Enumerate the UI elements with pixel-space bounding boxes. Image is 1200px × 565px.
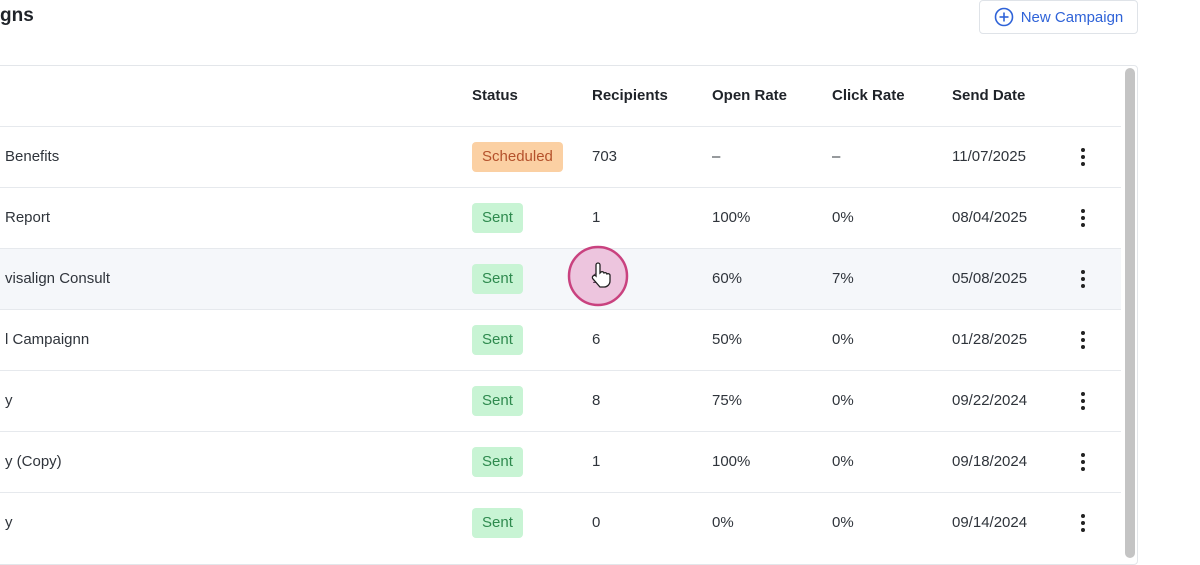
- row-menu[interactable]: [1071, 450, 1095, 474]
- cell-value: 75%: [712, 392, 743, 409]
- table-row[interactable]: y Sent 0 0% 0% 09/14/2024: [0, 492, 1121, 553]
- row-menu[interactable]: [1071, 511, 1095, 535]
- row-menu[interactable]: [1071, 206, 1095, 230]
- campaign-name: Benefits: [5, 148, 60, 165]
- cell-value: –: [712, 148, 721, 165]
- cell-value: 11/07/2025: [952, 148, 1026, 165]
- cell-value: 0%: [832, 331, 854, 348]
- campaign-name: visalign Consult: [5, 270, 111, 287]
- cell-value: 6: [592, 331, 601, 348]
- campaign-table: Status Recipients Open Rate Click Rate Send …: [0, 65, 1138, 565]
- campaign-name: l Campaignn: [5, 331, 90, 348]
- row-menu[interactable]: [1071, 389, 1095, 413]
- campaign-name: y (Copy): [5, 453, 62, 470]
- row-menu[interactable]: [1071, 145, 1095, 169]
- button-label: New Campaign: [1020, 8, 1124, 26]
- cell-value: 100%: [712, 209, 751, 226]
- cell-value: 100%: [712, 453, 751, 470]
- table-row[interactable]: y (Copy) Sent 1 100% 0% 09/18/2024: [0, 431, 1121, 492]
- menu-icon: [1081, 453, 1085, 471]
- status-badge: Sent: [472, 325, 523, 355]
- status-badge: Sent: [472, 508, 523, 538]
- status-badge: Scheduled: [472, 142, 563, 172]
- campaign-name: Report: [5, 209, 51, 226]
- page-title: gns: [0, 5, 34, 26]
- column-header: Recipients: [592, 87, 668, 104]
- plus-icon: [994, 7, 1014, 27]
- table-row[interactable]: visalign ConsultSent1560%7%05/08/2025: [0, 248, 1121, 309]
- table-row[interactable]: y Sent 8 75% 0% 09/22/2024: [0, 370, 1121, 431]
- cell-value: –: [832, 148, 841, 165]
- column-header: Open Rate: [712, 87, 788, 104]
- campaign-name: y: [5, 514, 13, 531]
- cell-value: 09/22/2024: [952, 392, 1028, 409]
- cell-value: 0%: [712, 514, 734, 531]
- cell-value: 1: [592, 209, 601, 226]
- row-menu[interactable]: [1071, 267, 1095, 291]
- click-indicator: [567, 245, 629, 307]
- page: {"header": {"title": "gns", "button": "N…: [0, 0, 1138, 565]
- new-campaign-button[interactable]: New Campaign: [979, 0, 1138, 34]
- menu-icon: [1081, 331, 1085, 349]
- cell-value: 08/04/2025: [952, 209, 1028, 226]
- status-badge: Sent: [472, 264, 523, 294]
- cell-value: 0%: [832, 514, 854, 531]
- menu-icon: [1081, 392, 1085, 410]
- menu-icon: [1081, 514, 1085, 532]
- campaign-name: y: [5, 392, 13, 409]
- cell-value: 0: [592, 514, 601, 531]
- cell-value: 0%: [832, 209, 854, 226]
- menu-icon: [1081, 270, 1085, 288]
- table-row[interactable]: Report Sent 1 100% 0% 08/04/2025: [0, 187, 1121, 248]
- table-row[interactable]: Benefits Scheduled 703 – – 11/07/2025: [0, 126, 1121, 187]
- column-header: Status: [472, 87, 518, 104]
- cell-value: 09/14/2024: [952, 514, 1028, 531]
- table-row[interactable]: l Campaignn Sent 6 50% 0% 01/28/2025: [0, 309, 1121, 370]
- row-menu[interactable]: [1071, 328, 1095, 352]
- cell-value: 01/28/2025: [952, 331, 1028, 348]
- menu-icon: [1081, 209, 1085, 227]
- cell-value: 1: [592, 453, 601, 470]
- menu-icon: [1081, 148, 1085, 166]
- scrollbar[interactable]: [1125, 68, 1135, 558]
- cell-value: 7%: [832, 270, 854, 287]
- cell-value: 0%: [832, 392, 854, 409]
- column-header: Click Rate: [832, 87, 905, 104]
- status-badge: Sent: [472, 386, 523, 416]
- cell-value: 50%: [712, 331, 743, 348]
- cell-value: 703: [592, 148, 618, 165]
- cell-value: 8: [592, 392, 601, 409]
- cell-value: 09/18/2024: [952, 453, 1028, 470]
- cell-value: 60%: [712, 270, 743, 287]
- status-badge: Sent: [472, 447, 523, 477]
- status-badge: Sent: [472, 203, 523, 233]
- cell-value: 05/08/2025: [952, 270, 1028, 287]
- cell-value: 0%: [832, 453, 854, 470]
- column-header: Send Date: [952, 87, 1026, 104]
